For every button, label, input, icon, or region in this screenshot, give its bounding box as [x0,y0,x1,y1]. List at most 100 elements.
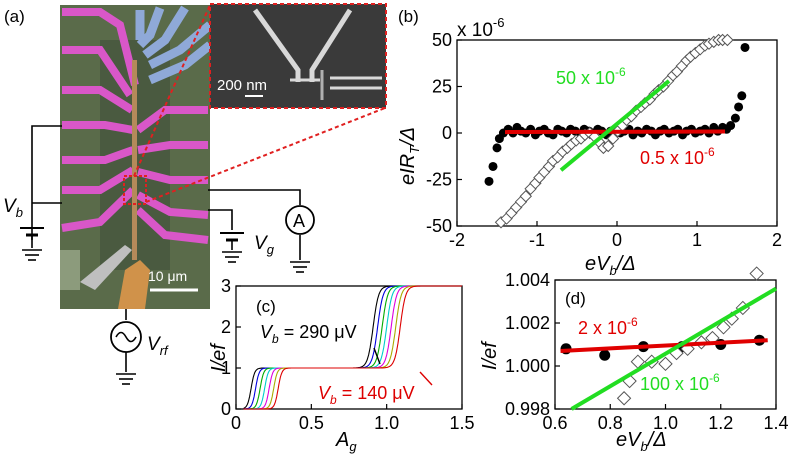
panel-a-label: (a) [4,7,25,26]
panel-d-ytick-label: 1.000 [505,356,550,376]
panel-c-xlabel: Ag [335,429,357,454]
vrf-ground-icon [116,373,136,385]
panel-d-fit-line-green [570,286,778,411]
panel-b-xtick-label: -1 [529,230,545,250]
panel-d-marks [560,266,778,411]
panel-d-green-fit-label: 100 x 10-6 [640,371,720,394]
panel-b-xtick-label: -2 [449,230,465,250]
vrf-label: Vrf [147,334,169,358]
panel-c-ytick-label: 2 [221,317,231,337]
panel-b-green-fit-label: 50 x 10-6 [556,65,626,88]
zoom-connector-top [133,4,211,177]
panel-b-fit-line-red [504,129,726,135]
panel-b-ytick-label: 0 [442,123,452,143]
panel-b-point-filled [730,113,740,123]
micrograph-left-light [60,250,80,290]
panel-d-point-open [716,320,731,335]
ammeter-label: A [293,211,305,231]
panel-d-ytick-label: 1.004 [505,270,550,290]
panel-c-xtick-label: 0.5 [299,413,324,433]
circuit-wires [31,125,301,372]
panel-b-point-filled [740,42,750,52]
panel-d-point-open [749,266,764,281]
panel-c-xtick-label: 1.5 [449,413,474,433]
panel-c-series-line [243,285,462,410]
panel-b-point-open [606,132,620,145]
panel-c-label: (c) [256,297,276,316]
panel-b-red-fit-label: 0.5 x 10-6 [640,145,715,168]
vg-source [220,232,244,250]
panel-d: (d) 0.6 0.8 1.0 1.2 1.41.0041.0021.0000.998 … [479,266,789,454]
panel-b-point-open [601,139,615,153]
panel-c-xtick-label: 0 [231,413,241,433]
panel-c-arrow-140 [419,371,433,386]
panel-c-ytick-label: 0 [221,399,231,419]
ammeter-ground-icon [290,261,310,273]
gate-electrode [80,245,132,290]
panel-d-red-fit-label: 2 x 10-6 [578,315,638,338]
panel-d-point-open [616,391,632,406]
nanowire-channel [132,60,137,260]
vb-label: Vb [3,196,23,220]
panel-b-xtick-label: 0 [612,230,622,250]
blue-leads [135,5,213,85]
panel-d-xlabel: eVb/Δ [616,429,667,454]
panel-c-ytick-label: 1 [221,358,231,378]
panel-b-ylabel: eIRT/Δ [397,127,422,185]
panel-d-ytick-label: 1.002 [505,313,550,333]
panel-b-point-filled [484,176,494,186]
panel-b-ytick-label: -50 [426,216,452,236]
ac-wave-icon [115,331,137,343]
panel-b-label: (b) [398,7,419,26]
pink-leads [61,8,209,244]
sem-structure [252,8,382,100]
panel-d-xtick-label: 1.0 [653,413,678,433]
rf-gate-electrode [118,260,150,309]
panel-b-point-filled [488,161,498,171]
panel-c: (c) 0 0.5 1.0 1.5 0 1 2 3 I/ef Ag Vb = 290 μV V… [208,276,475,454]
panel-b-fit-line-green [559,79,671,172]
vb-ground-icon [22,249,42,261]
panel-b-scale-note: x 10-6 [457,15,504,41]
panel-d-xtick-label: 0.6 [542,413,567,433]
panel-d-fit-line-red [560,338,768,353]
panel-b-xtick-label: 1 [692,230,702,250]
panel-b-xlabel: eVb/Δ [585,253,636,278]
scalebar-main-label: 10 μm [148,268,187,284]
ammeter-icon [285,205,315,235]
panel-b-ytick-label: 25 [432,77,452,97]
panel-d-ytick-label: 0.998 [505,399,550,419]
panel-d-xtick-label: 1.2 [708,413,733,433]
panel-b-point-open [721,33,734,47]
panel-c-ylabel: I/ef [208,342,230,372]
panel-c-annotation-140: Vb = 140 μV [318,383,415,407]
panel-b-xtick-label: 2 [772,230,782,250]
panel-c-ticks: 0 0.5 1.0 1.5 0 1 2 3 [221,276,475,433]
panel-b-ytick-label: 50 [432,30,452,50]
panel-b-point-filled [737,91,747,101]
panel-b-point-filled [734,102,744,112]
panel-b-marks [484,33,750,229]
sem-inset [209,3,387,109]
panel-d-xtick-label: 1.4 [763,413,788,433]
panel-d-xtick-label: 0.8 [598,413,623,433]
panel-b-point-filled [492,143,502,153]
panel-c-arrow-290 [373,347,381,365]
panel-c-ytick-label: 3 [221,276,231,296]
panel-c-annotation-290: Vb = 290 μV [260,322,357,346]
panel-c-frame [235,285,463,410]
scalebar-inset-label: 200 nm [217,77,267,94]
panel-b-point-filled [726,121,736,131]
panel-d-point-open [658,356,673,372]
zoom-connector-bottom [145,107,386,203]
panel-a: (a) [3,3,387,385]
panel-c-xtick-label: 1.0 [374,413,399,433]
panel-c-marks [243,285,462,410]
vg-label: Vg [254,233,275,257]
panel-d-label: (d) [565,289,586,308]
vb-source [20,227,44,248]
panel-b-ytick-label: -25 [426,170,452,190]
panel-d-point-filled [599,349,611,361]
